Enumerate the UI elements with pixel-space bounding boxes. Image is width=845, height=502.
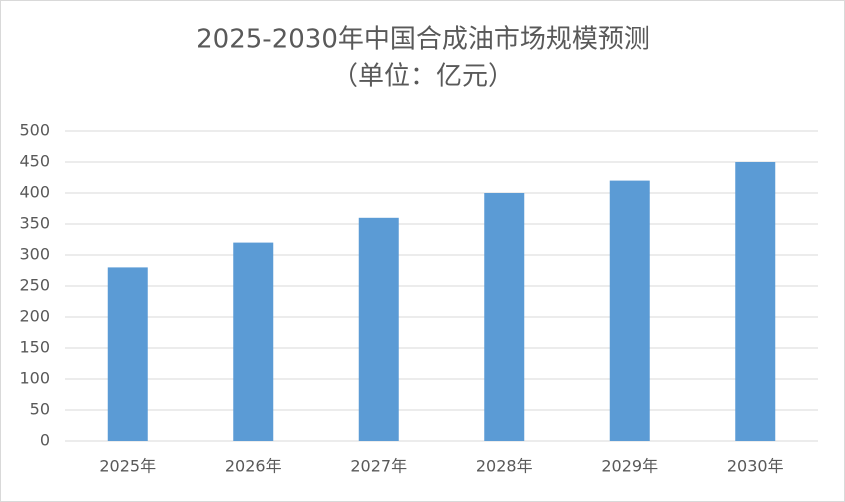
bar xyxy=(358,217,399,441)
chart-title: 2025-2030年中国合成油市场规模预测 xyxy=(196,25,650,55)
bar xyxy=(233,242,274,441)
x-tick-label: 2025年 xyxy=(99,457,156,476)
bar xyxy=(484,193,525,441)
x-tick-label: 2030年 xyxy=(727,457,784,476)
y-tick-label: 350 xyxy=(19,214,50,233)
y-tick-label: 150 xyxy=(19,338,50,357)
y-tick-label: 500 xyxy=(19,121,50,140)
y-tick-label: 450 xyxy=(19,152,50,171)
x-tick-label: 2029年 xyxy=(601,457,658,476)
y-tick-label: 250 xyxy=(19,276,50,295)
y-tick-label: 300 xyxy=(19,245,50,264)
y-tick-label: 100 xyxy=(19,369,50,388)
bar xyxy=(735,162,776,441)
chart-subtitle: （单位：亿元） xyxy=(332,62,514,92)
y-tick-label: 50 xyxy=(30,400,50,419)
bar xyxy=(107,267,148,441)
y-tick-label: 200 xyxy=(19,307,50,326)
y-tick-label: 400 xyxy=(19,183,50,202)
x-tick-label: 2026年 xyxy=(225,457,282,476)
x-tick-label: 2027年 xyxy=(350,457,407,476)
y-tick-label: 0 xyxy=(40,431,50,450)
bar xyxy=(609,180,650,441)
x-tick-label: 2028年 xyxy=(476,457,533,476)
